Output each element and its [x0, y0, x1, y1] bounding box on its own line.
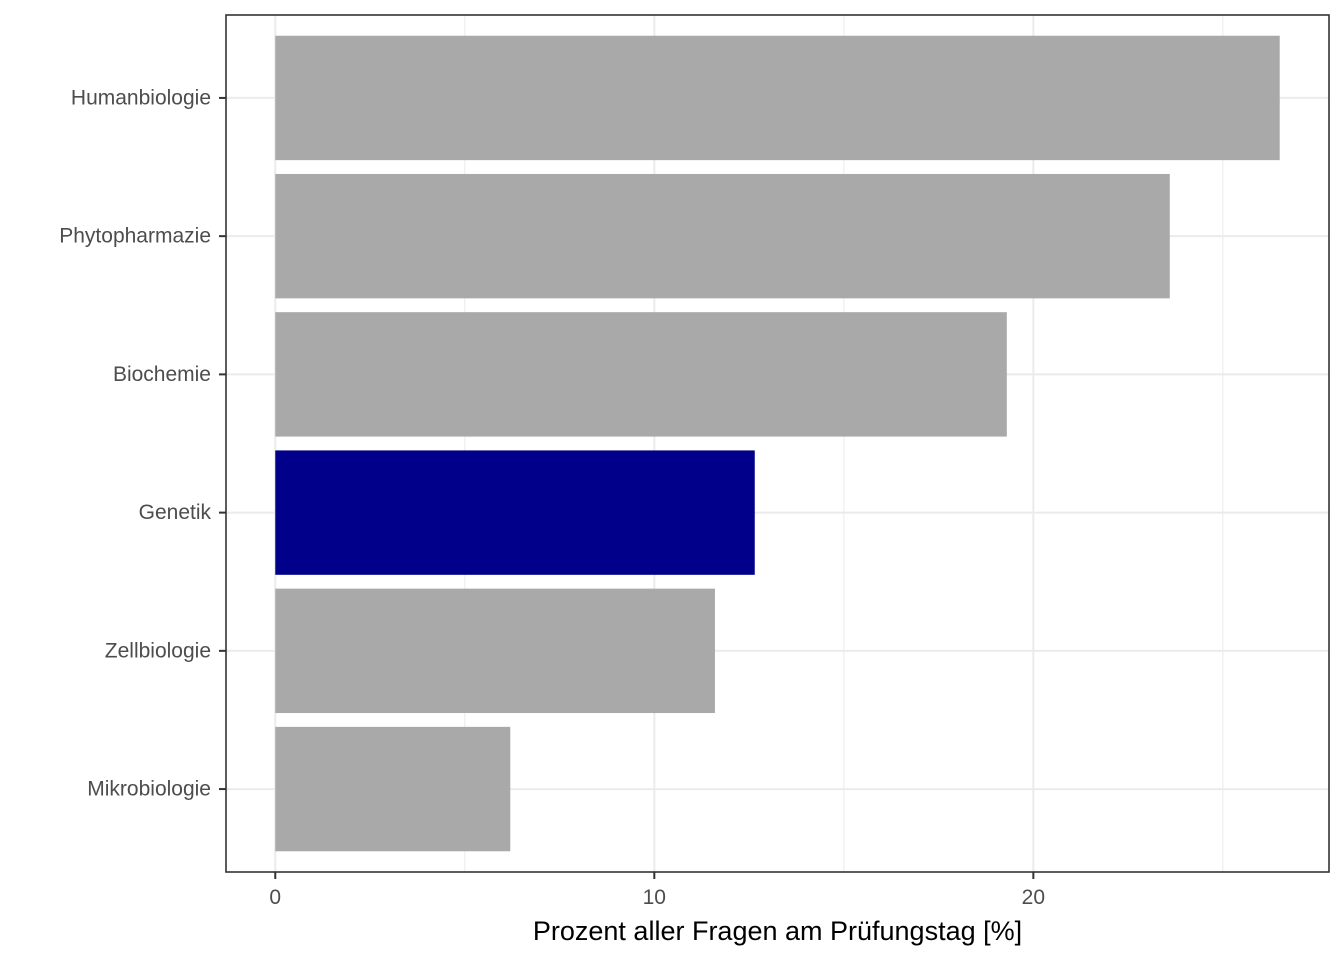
bar-phytopharmazie	[275, 173, 1170, 299]
bar-genetik	[275, 450, 755, 575]
x-tick-label: 10	[643, 886, 666, 909]
bar-mikrobiologie	[275, 726, 511, 852]
axes: Humanbiologie Phytopharmazie Biochemie Gene…	[59, 86, 1045, 909]
y-tick-label: Zellbiologie	[105, 639, 211, 662]
x-tick-label: 0	[269, 886, 281, 909]
x-tick-label: 20	[1022, 886, 1045, 909]
panel-border	[225, 14, 1330, 873]
y-tick-label: Phytopharmazie	[59, 225, 211, 248]
y-tick-label: Humanbiologie	[71, 86, 211, 109]
x-axis-title: Prozent aller Fragen am Prüfungstag [%]	[533, 916, 1022, 946]
y-tick-label: Biochemie	[113, 363, 211, 386]
y-tick-label: Genetik	[139, 501, 212, 524]
bar-biochemie	[275, 312, 1007, 437]
y-tick-label: Mikrobiologie	[87, 778, 211, 801]
bar-zellbiologie	[275, 588, 715, 714]
bars	[275, 35, 1280, 852]
bar-humanbiologie	[275, 35, 1280, 161]
